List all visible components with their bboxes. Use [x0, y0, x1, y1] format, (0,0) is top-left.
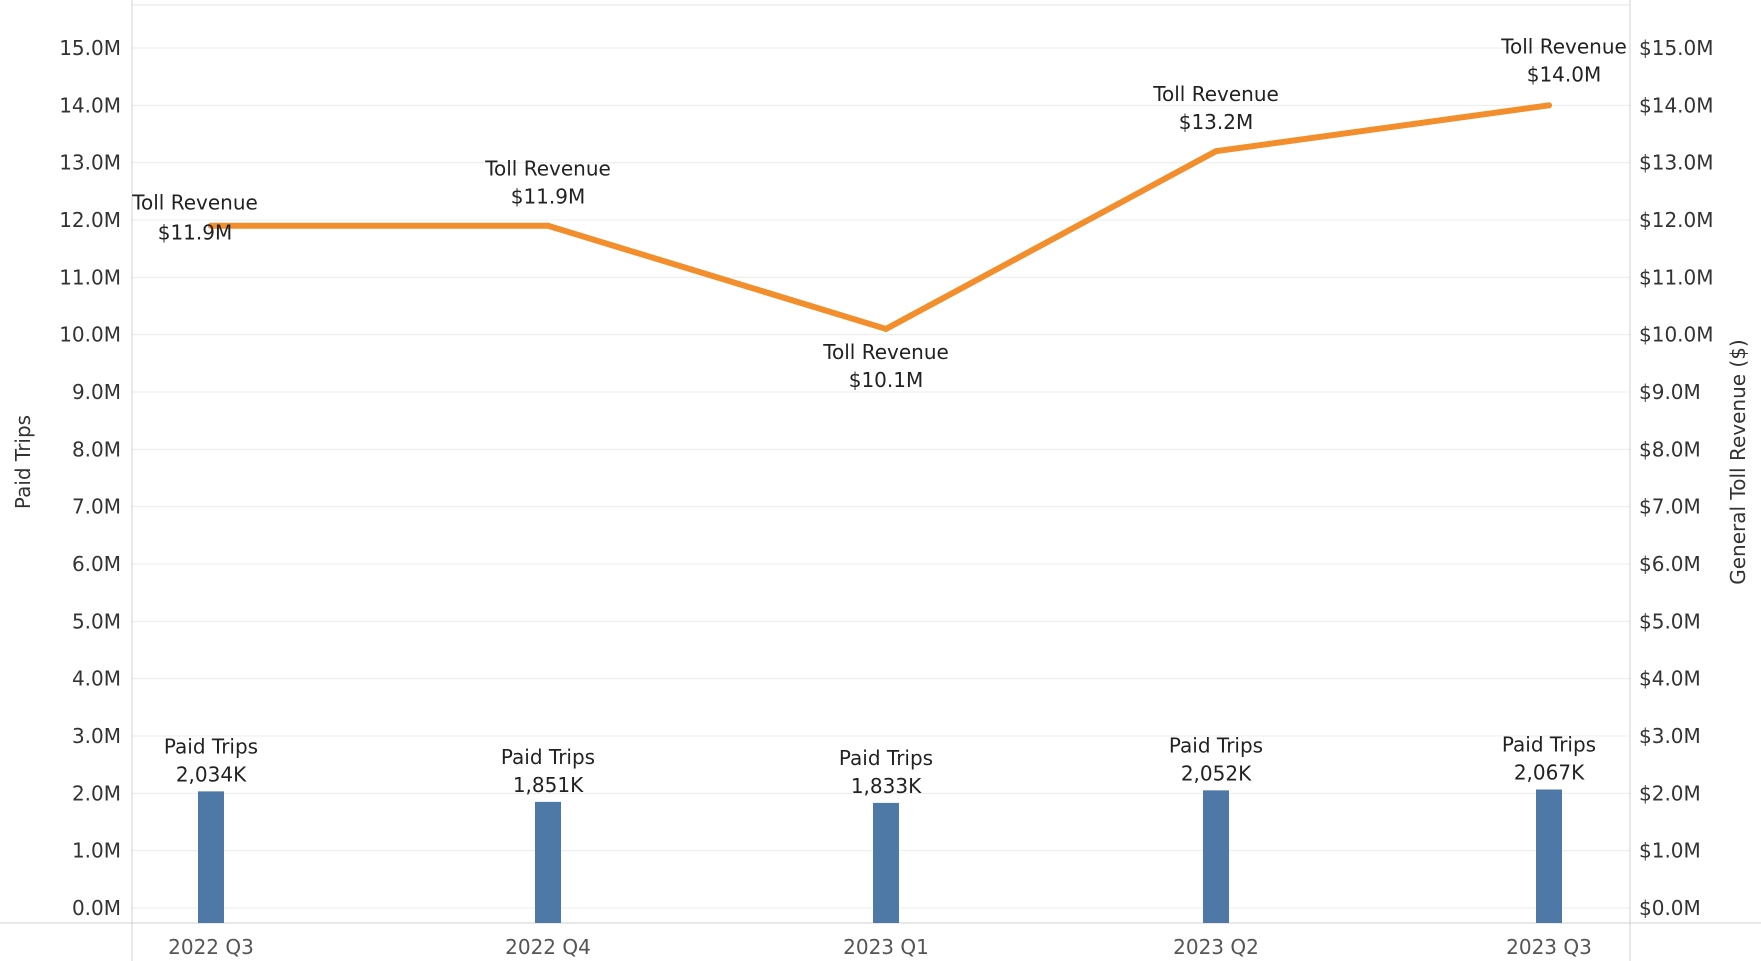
left-tick-label: 3.0M [72, 724, 121, 748]
line-series-label: Toll Revenue [1500, 34, 1627, 58]
right-tick-label: $14.0M [1639, 93, 1714, 117]
right-tick-label: $6.0M [1639, 552, 1701, 576]
line-series-label: Toll Revenue [822, 340, 949, 364]
left-tick-label: 4.0M [72, 667, 121, 691]
bar-value-label: 2,052K [1181, 761, 1252, 785]
left-tick-label: 5.0M [72, 609, 121, 633]
left-tick-label: 15.0M [59, 36, 121, 60]
left-tick-label: 2.0M [72, 781, 121, 805]
toll-revenue-polyline [208, 102, 1552, 332]
x-tick-label: 2022 Q3 [168, 935, 254, 959]
toll-revenue-point [208, 222, 214, 229]
toll-revenue-point [1546, 102, 1552, 109]
bar-series-label: Paid Trips [1169, 733, 1263, 757]
right-tick-label: $3.0M [1639, 724, 1701, 748]
bar-value-label: 1,851K [513, 773, 584, 797]
right-tick-label: $10.0M [1639, 323, 1714, 347]
left-tick-label: 6.0M [72, 552, 121, 576]
left-tick-label: 0.0M [72, 896, 121, 920]
left-tick-label: 9.0M [72, 380, 121, 404]
line-series-label: Toll Revenue [1152, 82, 1279, 106]
toll-revenue-point [883, 325, 889, 332]
right-tick-label: $2.0M [1639, 781, 1701, 805]
line-value-label: $11.9M [158, 221, 233, 245]
left-axis-ticks: 0.0M 1.0M 2.0M 3.0M 4.0M 5.0M 6.0M 7.0M 8.0M 9.0M… [59, 36, 121, 920]
right-tick-label: $1.0M [1639, 839, 1701, 863]
left-tick-label: 8.0M [72, 437, 121, 461]
x-tick-label: 2023 Q2 [1173, 935, 1259, 959]
bar-value-label: 2,034K [176, 762, 247, 786]
line-value-label: $13.2M [1179, 110, 1254, 134]
x-axis-ticks: 2022 Q3 2022 Q4 2023 Q1 2023 Q2 2023 Q3 [168, 935, 1592, 959]
right-tick-label: $15.0M [1639, 36, 1714, 60]
line-value-label: $14.0M [1527, 62, 1602, 86]
bar-value-label: 1,833K [851, 774, 922, 798]
right-tick-label: $5.0M [1639, 609, 1701, 633]
left-tick-label: 13.0M [59, 151, 121, 175]
paid-trips-bar [1536, 789, 1562, 923]
paid-trips-bar [873, 802, 899, 923]
right-tick-label: $8.0M [1639, 437, 1701, 461]
left-tick-label: 7.0M [72, 495, 121, 519]
x-tick-label: 2022 Q4 [505, 935, 591, 959]
toll-revenue-point [545, 222, 551, 229]
bar-series-label: Paid Trips [1502, 732, 1596, 756]
gridlines [132, 47, 1630, 909]
line-series-label: Toll Revenue [131, 191, 258, 215]
right-tick-label: $9.0M [1639, 380, 1701, 404]
right-tick-label: $7.0M [1639, 495, 1701, 519]
bar-series-label: Paid Trips [501, 745, 595, 769]
toll-revenue-point [1213, 148, 1219, 155]
x-tick-label: 2023 Q1 [843, 935, 929, 959]
right-tick-label: $4.0M [1639, 667, 1701, 691]
right-tick-label: $12.0M [1639, 208, 1714, 232]
paid-trips-bar [1203, 790, 1229, 923]
data-labels: Paid Trips 2,034K Paid Trips 1,851K Paid Tri… [131, 34, 1627, 798]
left-tick-label: 10.0M [59, 323, 121, 347]
left-tick-label: 14.0M [59, 93, 121, 117]
paid-trips-bars [198, 789, 1562, 923]
bar-series-label: Paid Trips [839, 746, 933, 770]
left-tick-label: 12.0M [59, 208, 121, 232]
paid-trips-bar [535, 801, 561, 923]
right-tick-label: $13.0M [1639, 151, 1714, 175]
line-value-label: $10.1M [849, 368, 924, 392]
paid-trips-bar [198, 791, 224, 923]
bar-series-label: Paid Trips [164, 734, 258, 758]
toll-revenue-line [208, 102, 1552, 332]
right-axis-ticks: $0.0M $1.0M $2.0M $3.0M $4.0M $5.0M $6.0M $7.0M… [1639, 36, 1714, 920]
left-tick-label: 11.0M [59, 265, 121, 289]
right-tick-label: $11.0M [1639, 265, 1714, 289]
right-axis-title: General Toll Revenue ($) [1726, 339, 1750, 585]
line-series-label: Toll Revenue [484, 157, 611, 181]
left-axis-title: Paid Trips [11, 415, 35, 509]
line-value-label: $11.9M [511, 185, 586, 209]
x-tick-label: 2023 Q3 [1506, 935, 1592, 959]
right-tick-label: $0.0M [1639, 896, 1701, 920]
left-tick-label: 1.0M [72, 839, 121, 863]
bar-value-label: 2,067K [1514, 760, 1585, 784]
